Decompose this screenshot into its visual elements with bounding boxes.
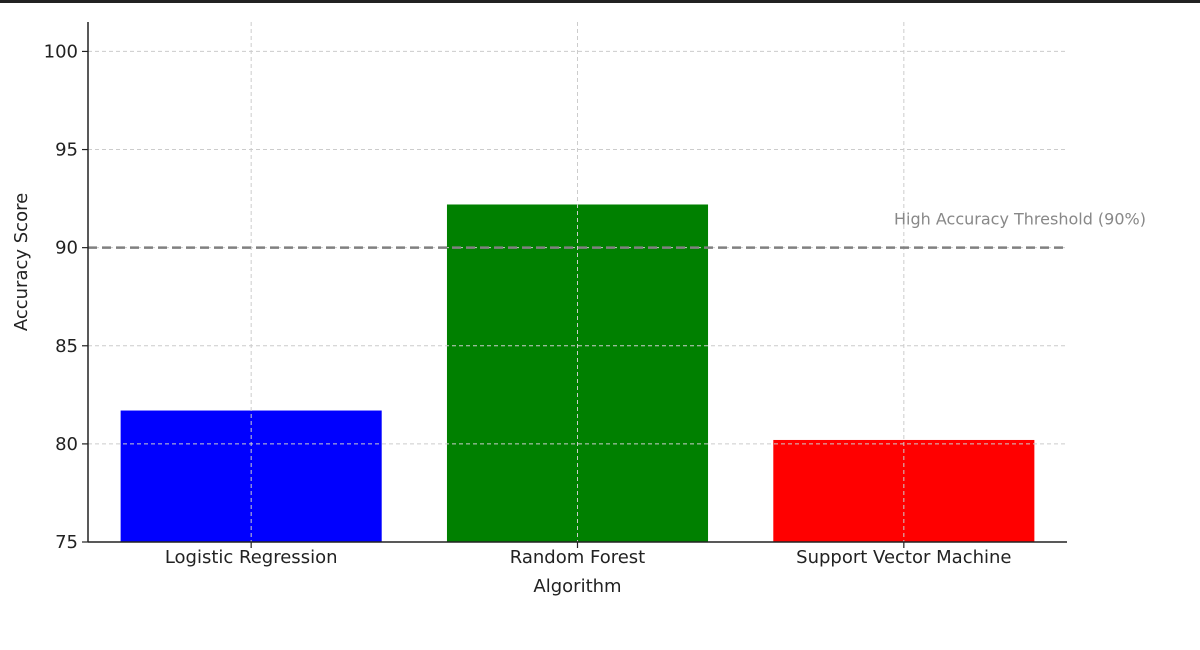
y-axis-title: Accuracy Score — [11, 193, 32, 331]
threshold-label: High Accuracy Threshold (90%) — [894, 210, 1146, 229]
x-tick-label: Random Forest — [510, 547, 645, 568]
y-tick-label: 80 — [55, 434, 78, 455]
y-tick-label: 90 — [55, 238, 78, 259]
y-tick-label: 100 — [44, 41, 78, 62]
x-axis-title: Algorithm — [533, 576, 621, 597]
top-border — [0, 0, 1200, 3]
x-tick-label: Support Vector Machine — [796, 547, 1011, 568]
y-tick-label: 85 — [55, 336, 78, 357]
x-tick-label: Logistic Regression — [165, 547, 338, 568]
y-tick-label: 95 — [55, 140, 78, 161]
threshold: High Accuracy Threshold (90%) — [88, 210, 1146, 249]
x-ticks: Logistic Regression Random Forest Support … — [165, 542, 1011, 568]
y-ticks: 75 80 85 90 95 100 — [44, 41, 88, 553]
y-tick-label: 75 — [55, 532, 78, 553]
